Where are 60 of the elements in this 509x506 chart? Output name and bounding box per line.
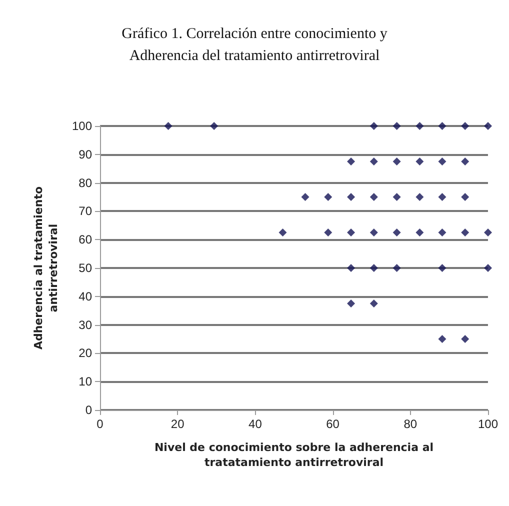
y-tick-label: 80 xyxy=(78,176,92,190)
y-tick-label: 60 xyxy=(78,232,92,247)
x-tick-label: 80 xyxy=(404,417,418,431)
point xyxy=(370,193,378,201)
point xyxy=(392,193,401,201)
x-axis-title: Nivel de conocimiento sobre la adherencia al tratatamiento antirretroviral xyxy=(154,441,434,469)
point xyxy=(392,122,401,130)
x-tick-label: 40 xyxy=(248,417,262,431)
point xyxy=(370,122,378,130)
point xyxy=(438,122,446,130)
point xyxy=(370,158,378,166)
point xyxy=(347,228,356,236)
point xyxy=(370,264,378,272)
y-tick-label: 10 xyxy=(78,374,92,389)
point xyxy=(438,158,446,166)
point xyxy=(347,264,356,272)
y-tick-label: 70 xyxy=(78,204,92,218)
y-tick-label: 40 xyxy=(78,289,92,304)
point xyxy=(347,300,356,308)
point xyxy=(392,264,401,272)
y-tick-label: 20 xyxy=(78,346,92,360)
point xyxy=(484,228,492,236)
point xyxy=(484,122,492,130)
point xyxy=(438,264,446,272)
point xyxy=(438,335,446,343)
y-axis-title: Adherencia al tratamiento antirretroviral xyxy=(32,186,60,350)
point xyxy=(324,228,332,236)
point xyxy=(392,228,401,236)
y-tick-label: 0 xyxy=(85,403,92,417)
point xyxy=(370,300,378,308)
point xyxy=(324,193,332,201)
x-tick-label: 20 xyxy=(170,417,185,431)
point xyxy=(416,122,424,130)
point xyxy=(484,264,492,272)
point xyxy=(164,122,172,130)
y-tick-label: 100 xyxy=(72,119,92,133)
y-tick-label: 50 xyxy=(78,261,92,275)
point xyxy=(347,158,356,166)
point xyxy=(301,193,310,201)
point xyxy=(438,228,446,236)
point xyxy=(347,193,356,201)
point xyxy=(461,228,470,236)
y-tick-label: 30 xyxy=(78,318,92,332)
point xyxy=(438,193,446,201)
y-tick-label: 90 xyxy=(78,147,92,162)
point xyxy=(461,158,470,166)
point xyxy=(278,228,287,236)
point xyxy=(416,158,424,166)
x-tick-label: 100 xyxy=(478,417,498,431)
point xyxy=(461,335,470,343)
point xyxy=(210,122,218,130)
chart-title: Gráfico 1. Correlación entre conocimiento y Adherencia del tratamiento antirretroviral xyxy=(122,26,388,64)
point xyxy=(416,193,424,201)
point xyxy=(370,228,378,236)
point xyxy=(392,158,401,166)
point xyxy=(461,122,470,130)
point xyxy=(461,193,470,201)
point xyxy=(416,228,424,236)
x-tick-label: 60 xyxy=(326,417,340,431)
x-tick-label: 0 xyxy=(96,417,104,431)
